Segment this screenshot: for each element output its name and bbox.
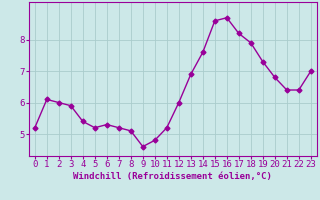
X-axis label: Windchill (Refroidissement éolien,°C): Windchill (Refroidissement éolien,°C) [73,172,272,181]
